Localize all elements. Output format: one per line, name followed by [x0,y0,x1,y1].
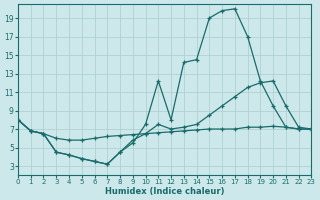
X-axis label: Humidex (Indice chaleur): Humidex (Indice chaleur) [105,187,224,196]
